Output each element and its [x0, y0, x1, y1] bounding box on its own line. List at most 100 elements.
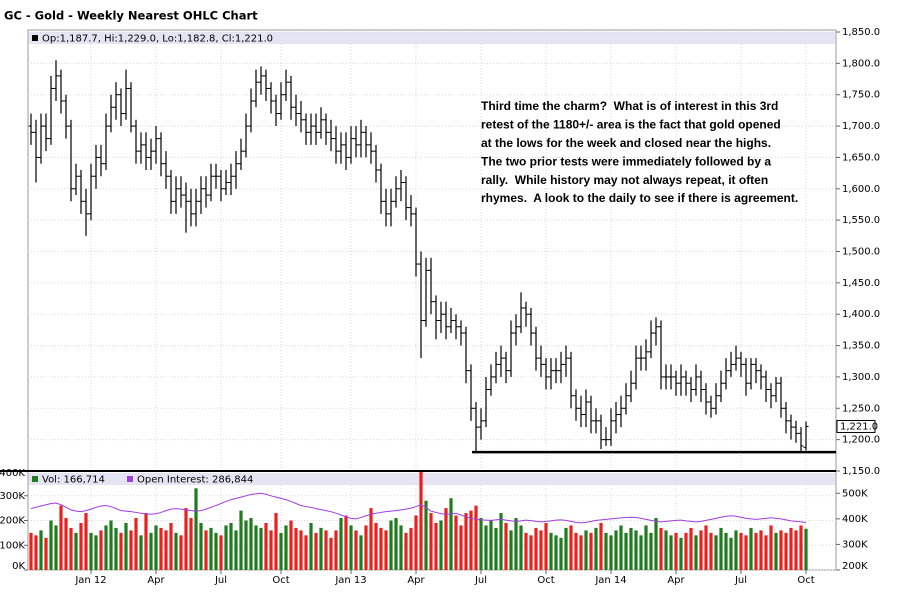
x-tick-label: Apr [667, 575, 685, 586]
volume-bar [69, 527, 73, 570]
volume-bar [779, 530, 783, 570]
volume-bar [424, 500, 428, 570]
volume-bar [59, 505, 63, 570]
annotation: at the lows for the week and closed near… [481, 136, 771, 150]
volume-legend-strip [29, 473, 835, 485]
volume-bar [569, 525, 573, 570]
legend-text: Op:1,187.7, Hi:1,229.0, Lo:1,182.8, Cl:1… [42, 34, 273, 45]
volume-bar [639, 535, 643, 570]
volume-bar [314, 532, 318, 570]
volume-bar [469, 510, 473, 570]
volume-bar [679, 537, 683, 570]
y-tick-label: 100K [0, 540, 25, 551]
volume-bar [174, 532, 178, 570]
volume-bar [89, 532, 93, 570]
volume-bar [414, 515, 418, 570]
annotation: rally. While history may not always repe… [481, 173, 768, 187]
volume-bar [234, 530, 238, 570]
chart-title: GC - Gold - Weekly Nearest OHLC Chart [4, 9, 258, 23]
y-tick-label: 1,150.0 [842, 466, 880, 477]
volume-bar [109, 520, 113, 570]
volume-bar [789, 527, 793, 570]
legend-swatch [32, 35, 38, 41]
x-tick-label: Apr [147, 575, 165, 586]
x-tick-label: Apr [407, 575, 425, 586]
volume-bar [754, 532, 758, 570]
y-tick-label: 1,550.0 [842, 215, 880, 226]
volume-bar [574, 532, 578, 570]
volume-bar [479, 518, 483, 570]
volume-bar [309, 522, 313, 570]
volume-bar [579, 535, 583, 570]
volume-bar [759, 530, 763, 570]
annotation: Third time the charm? What is of interes… [481, 99, 778, 113]
volume-bar [354, 530, 358, 570]
volume-bar [729, 537, 733, 570]
volume-bar [199, 522, 203, 570]
volume-bar [454, 515, 458, 570]
volume-bar [169, 522, 173, 570]
volume-bar [144, 513, 148, 570]
volume-bar [539, 530, 543, 570]
y-tick-label: 0K [12, 561, 25, 572]
volume-bar [529, 535, 533, 570]
volume-bar [464, 513, 468, 570]
x-tick-label: Jul [214, 575, 227, 586]
y-tick-label: 1,200.0 [842, 435, 880, 446]
y-tick-label: 1,800.0 [842, 58, 880, 69]
y-tick-label: 1,750.0 [842, 90, 880, 101]
volume-bar [329, 537, 333, 570]
volume-bar [104, 525, 108, 570]
volume-bar [304, 535, 308, 570]
volume-bar [564, 527, 568, 570]
x-tick-label: Jul [734, 575, 747, 586]
volume-bar [509, 530, 513, 570]
volume-bar [419, 471, 423, 570]
volume-bar [654, 518, 658, 570]
volume-bar [499, 513, 503, 570]
x-tick-label: Jul [474, 575, 487, 586]
volume-bar [344, 515, 348, 570]
volume-bar [334, 530, 338, 570]
volume-bar [214, 532, 218, 570]
volume-bar [649, 532, 653, 570]
annotation: The two prior tests were immediately fol… [481, 154, 771, 168]
legend-text: Open Interest: 286,844 [137, 475, 253, 486]
volume-bar [39, 530, 43, 570]
volume-bar [289, 520, 293, 570]
volume-bar [459, 525, 463, 570]
volume-bar [634, 530, 638, 570]
volume-bar [559, 537, 563, 570]
x-tick-label: Oct [537, 575, 554, 586]
volume-bar [689, 527, 693, 570]
volume-bar [299, 530, 303, 570]
volume-bar [364, 525, 368, 570]
x-tick-label: Oct [797, 575, 814, 586]
volume-bar [764, 535, 768, 570]
volume-bar [129, 530, 133, 570]
x-tick-label: Jan 13 [334, 575, 366, 586]
volume-bar [204, 530, 208, 570]
annotation: retest of the 1180+/- area is the fact t… [481, 118, 781, 132]
volume-bar [584, 530, 588, 570]
volume-bar [264, 522, 268, 570]
volume-bar [704, 525, 708, 570]
volume-bar [244, 520, 248, 570]
volume-bar [614, 530, 618, 570]
y-tick-label: 1,300.0 [842, 372, 880, 383]
volume-bar [369, 508, 373, 570]
y-tick-label: 1,350.0 [842, 341, 880, 352]
volume-bar [194, 488, 198, 570]
volume-bar [44, 537, 48, 570]
volume-bar [319, 527, 323, 570]
volume-bar [744, 535, 748, 570]
volume-bar [734, 530, 738, 570]
volume-bar [134, 518, 138, 570]
volume-bar [409, 527, 413, 570]
y-tick-label: 1,250.0 [842, 403, 880, 414]
volume-bar [629, 527, 633, 570]
volume-bar [544, 522, 548, 570]
volume-bar [599, 522, 603, 570]
volume-bar [694, 535, 698, 570]
